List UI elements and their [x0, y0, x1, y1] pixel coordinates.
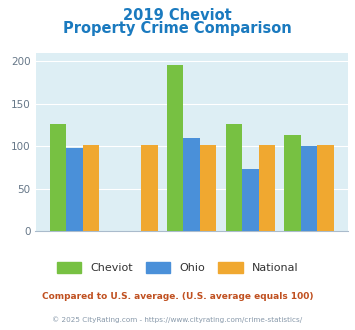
Text: 2019 Cheviot: 2019 Cheviot — [123, 8, 232, 23]
Bar — [226, 124, 242, 231]
Bar — [200, 145, 216, 231]
Bar — [242, 169, 258, 231]
Bar — [167, 65, 184, 231]
Bar — [184, 138, 200, 231]
Legend: Cheviot, Ohio, National: Cheviot, Ohio, National — [57, 262, 298, 273]
Bar — [66, 148, 83, 231]
Bar — [83, 145, 99, 231]
Bar — [50, 124, 66, 231]
Text: © 2025 CityRating.com - https://www.cityrating.com/crime-statistics/: © 2025 CityRating.com - https://www.city… — [53, 317, 302, 323]
Bar — [284, 135, 301, 231]
Bar — [141, 145, 158, 231]
Bar — [301, 146, 317, 231]
Text: Property Crime Comparison: Property Crime Comparison — [63, 21, 292, 36]
Bar — [258, 145, 275, 231]
Text: Compared to U.S. average. (U.S. average equals 100): Compared to U.S. average. (U.S. average … — [42, 292, 313, 301]
Bar — [317, 145, 334, 231]
